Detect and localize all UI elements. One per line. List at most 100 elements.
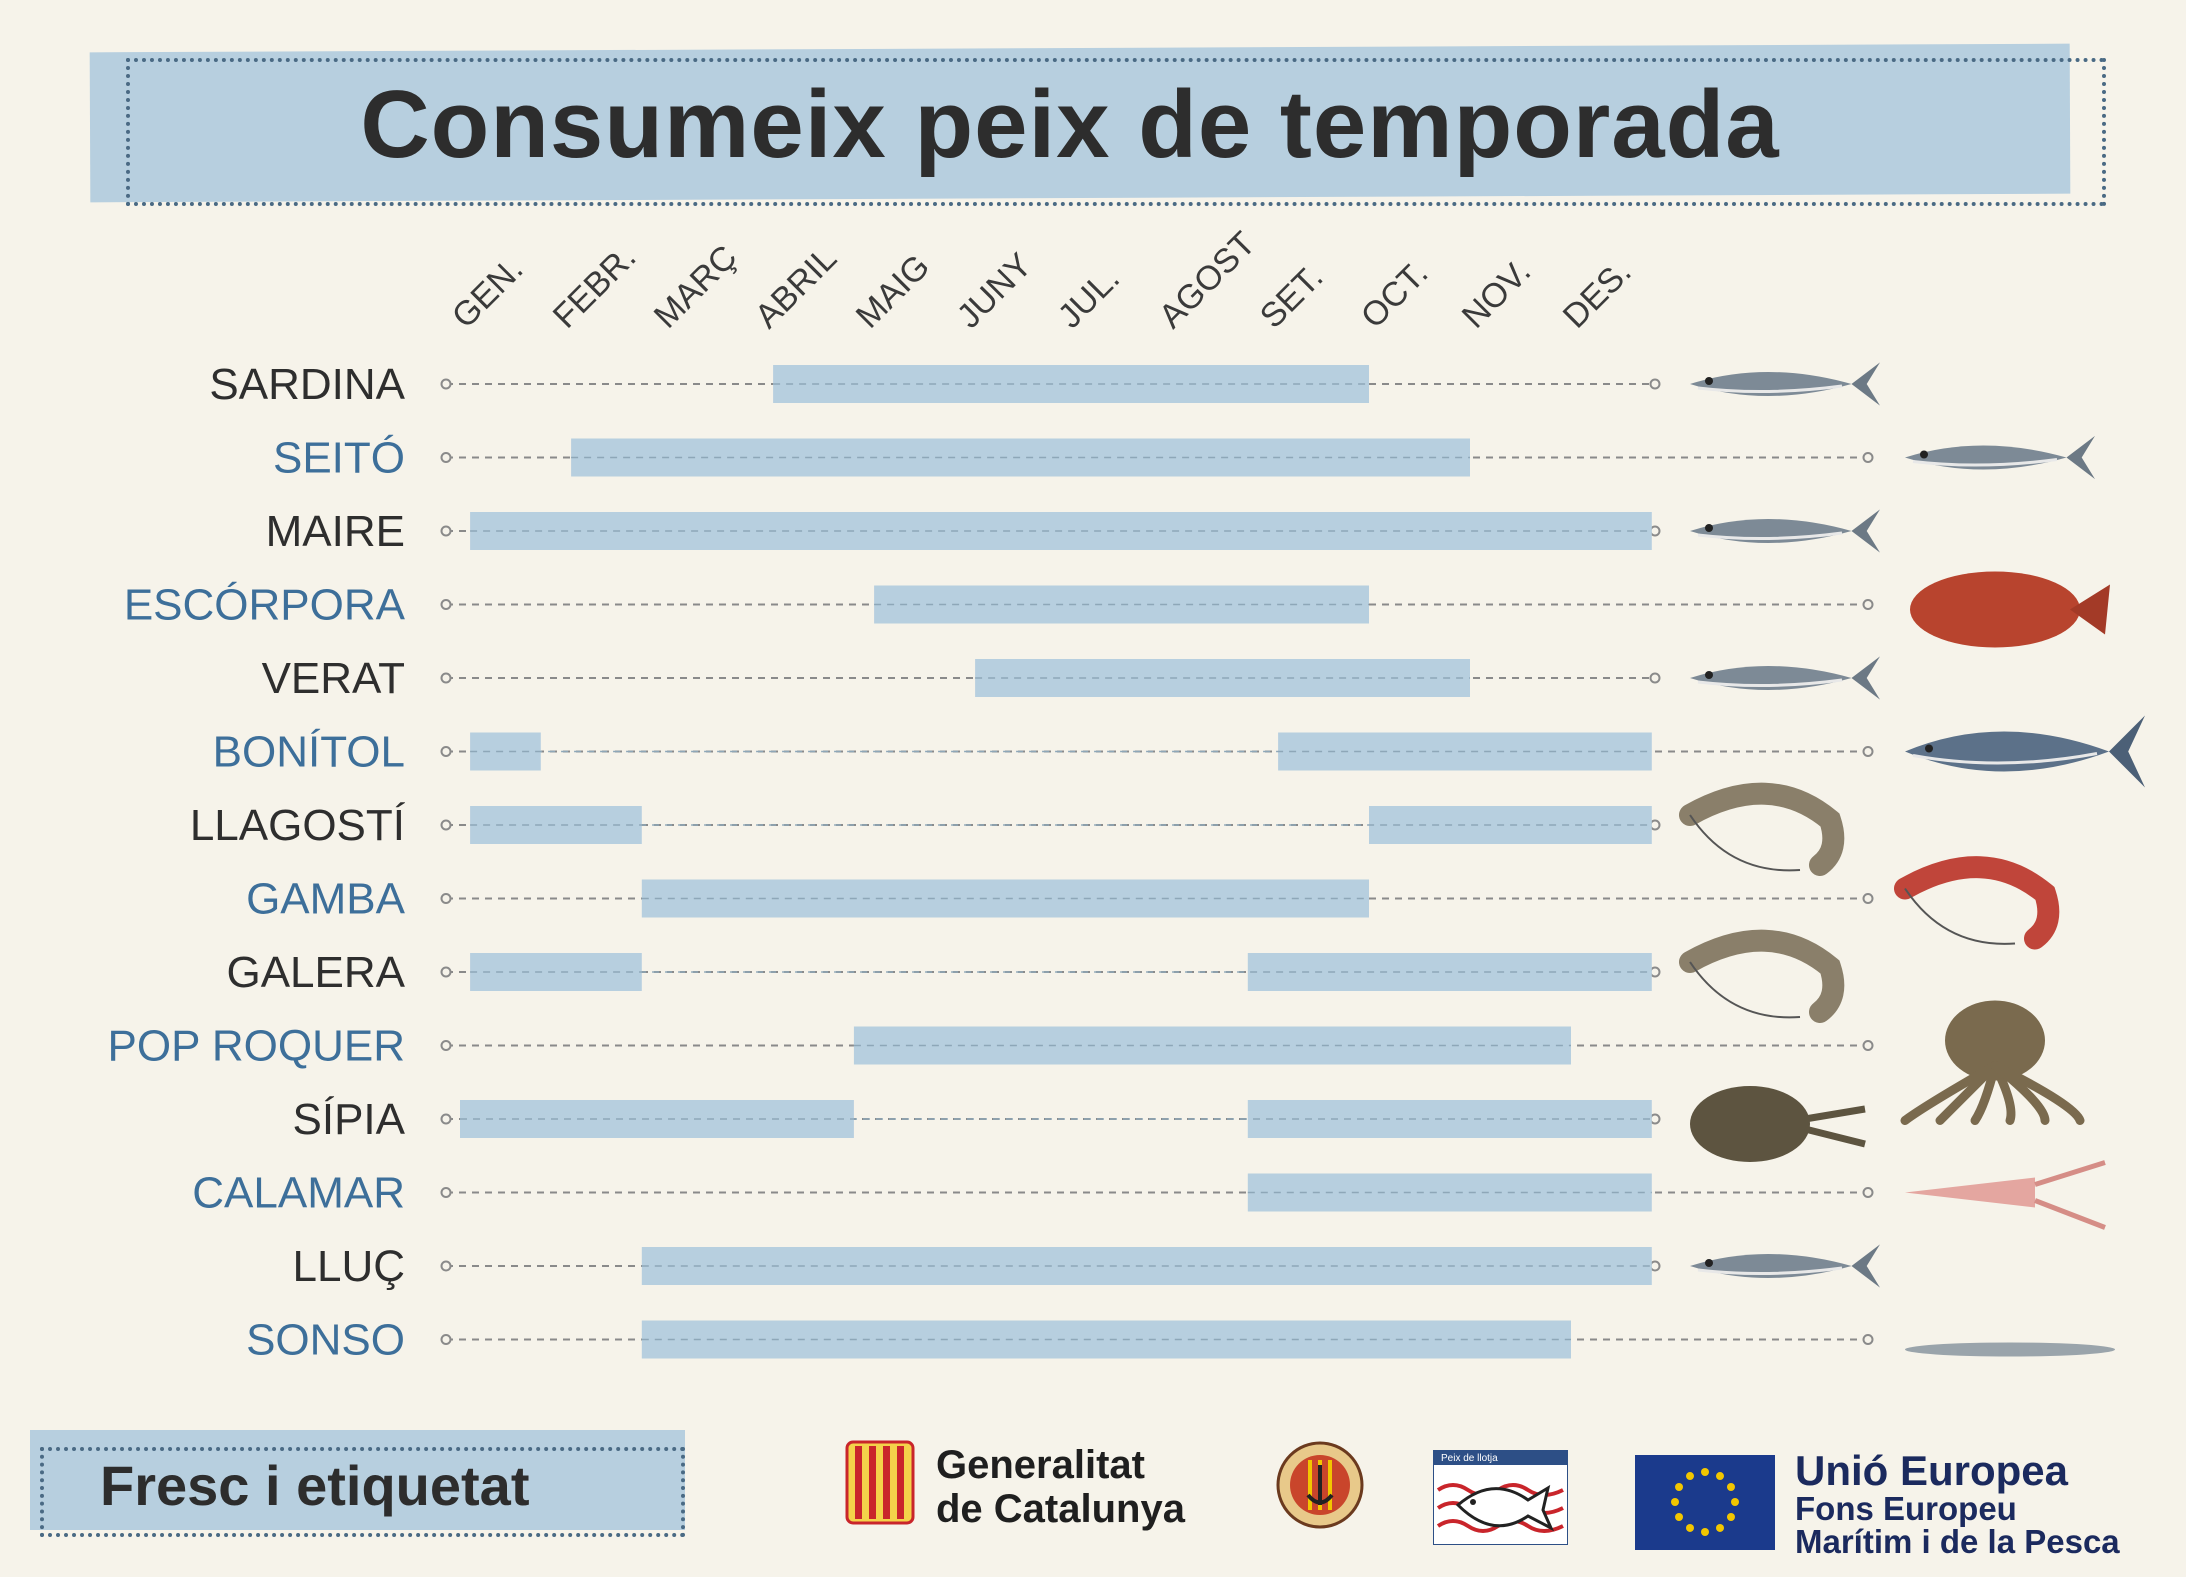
timeline-end-dot [1649, 525, 1661, 537]
timeline-start-dot [440, 746, 452, 757]
timeline-start-dot [440, 966, 452, 978]
eu-star [1701, 1468, 1709, 1476]
eu-line-1: Unió Europea [1795, 1447, 2069, 1494]
species-name: MAIRE [266, 507, 405, 556]
timeline-end-dot [1649, 672, 1661, 684]
timeline-end-dot [1862, 746, 1874, 757]
species-name: ESCÓRPORA [124, 581, 406, 630]
species-row: BONÍTOL [213, 728, 1874, 777]
timeline-start-dot [440, 819, 452, 831]
anchovy-icon [1905, 435, 2095, 480]
timeline-start-dot [440, 1040, 452, 1051]
mackerel-icon [1690, 656, 1880, 700]
species-name: SONSO [246, 1316, 405, 1365]
mantis-shrimp-icon [1679, 929, 1845, 1023]
eu-fund-text: Unió Europea Fons Europeu Marítim i de l… [1795, 1447, 2120, 1559]
species-rows: SARDINA SEITÓ MAIRE ESCÓRPORA VERAT BONÍTOL LL… [108, 360, 1874, 1365]
eu-star [1716, 1472, 1724, 1481]
month-label: GEN. [445, 250, 531, 336]
species-row: ESCÓRPORA [124, 581, 1874, 630]
footer-frame [40, 1447, 685, 1537]
species-name: LLUÇ [293, 1242, 406, 1291]
species-row: POP ROQUER [108, 1022, 1874, 1071]
generalitat-logo-icon [845, 1440, 915, 1525]
timeline-start-dot [440, 1187, 452, 1198]
timeline-end-dot [1649, 819, 1661, 831]
cuttlefish-icon [1690, 1086, 1866, 1162]
confraria-seal-icon [1276, 1441, 1364, 1529]
bonito-icon [1905, 715, 2145, 788]
species-name: GAMBA [246, 875, 406, 924]
eu-star [1686, 1472, 1694, 1481]
season-bar [641, 1247, 1652, 1285]
eu-star [1726, 1513, 1735, 1521]
timeline-start-dot [440, 893, 452, 904]
month-label: DES. [1556, 253, 1639, 336]
species-row: SONSO [246, 1316, 1874, 1365]
footer-banner [30, 1430, 685, 1530]
month-label: AGOST [1152, 225, 1263, 336]
timeline-start-dot [440, 1260, 452, 1272]
footer-label: Fresc i etiquetat [100, 1454, 530, 1517]
timeline-end-dot [1649, 1113, 1661, 1125]
timeline-end-dot [1649, 1260, 1661, 1272]
species-name: CALAMAR [192, 1169, 405, 1218]
species-row: CALAMAR [192, 1169, 1874, 1218]
red-shrimp-icon [1894, 856, 2060, 950]
season-bar [470, 732, 541, 771]
hake-icon [1690, 1244, 1880, 1288]
eu-star [1671, 1498, 1679, 1506]
llotja-label: Peix de llotja [1441, 1453, 1498, 1464]
species-name: SEITÓ [273, 434, 405, 483]
timeline-end-dot [1862, 1040, 1874, 1051]
generalitat-line-1: Generalitat [936, 1443, 1145, 1487]
timeline-start-dot [440, 1113, 452, 1125]
blue-whiting-icon [1690, 509, 1880, 553]
species-row: VERAT [262, 654, 1661, 703]
timeline-start-dot [440, 599, 452, 610]
sand-smelt-icon [1905, 1342, 2115, 1357]
timeline-end-dot [1862, 1334, 1874, 1345]
species-name: BONÍTOL [213, 728, 405, 777]
timeline-end-dot [1862, 599, 1874, 610]
scorpionfish-icon [1910, 571, 2110, 648]
species-row: GALERA [226, 948, 1661, 997]
timeline-end-dot [1649, 966, 1661, 978]
species-row: GAMBA [246, 875, 1874, 924]
title-frame [126, 58, 2106, 206]
species-row: SARDINA [209, 360, 1661, 409]
eu-star [1686, 1523, 1694, 1532]
month-label: ABRIL [748, 239, 844, 335]
season-bar [773, 365, 1369, 403]
species-name: VERAT [262, 654, 405, 703]
prawn-icon [1679, 782, 1845, 876]
species-name: SARDINA [209, 360, 405, 409]
month-label: JUNY [950, 246, 1040, 336]
month-label: NOV. [1455, 252, 1538, 335]
timeline-end-dot [1862, 452, 1874, 463]
page-title: Consumeix peix de temporada [360, 71, 1780, 178]
generalitat-line-2: de Catalunya [936, 1487, 1185, 1531]
peix-de-llotja-logo-icon: Peix de llotja [1433, 1450, 1568, 1545]
eu-star [1726, 1483, 1735, 1491]
species-row: LLUÇ [293, 1242, 1661, 1291]
timeline-end-dot [1862, 1187, 1874, 1198]
species-row: SEITÓ [273, 434, 1874, 483]
squid-icon [1905, 1160, 2106, 1230]
eu-star [1731, 1498, 1739, 1506]
timeline-start-dot [440, 378, 452, 390]
species-name: POP ROQUER [108, 1022, 405, 1071]
species-row: SÍPIA [293, 1095, 1661, 1144]
month-label: SET. [1253, 258, 1331, 336]
species-row: LLAGOSTÍ [190, 801, 1661, 850]
timeline-end-dot [1649, 378, 1661, 390]
species-name: GALERA [226, 948, 405, 997]
eu-star [1675, 1483, 1684, 1491]
species-name: LLAGOSTÍ [190, 801, 406, 850]
sardine-icon [1690, 362, 1880, 406]
timeline-start-dot [440, 672, 452, 684]
eu-star [1675, 1513, 1684, 1521]
